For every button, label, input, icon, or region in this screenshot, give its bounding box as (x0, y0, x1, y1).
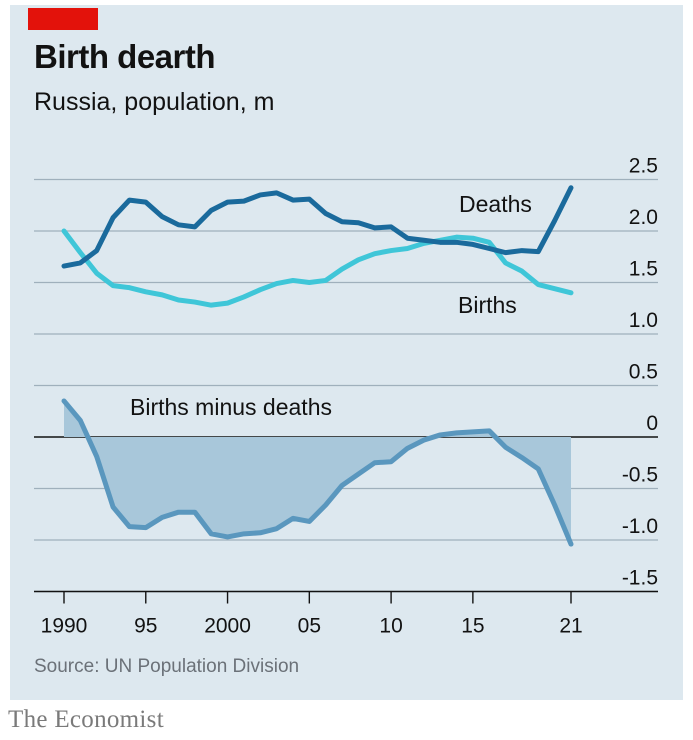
x-tick-label: 2000 (204, 615, 251, 638)
y-tick-label: 2.0 (629, 206, 658, 229)
y-tick-label: -1.5 (622, 567, 658, 590)
y-tick-label: 0.5 (629, 361, 658, 384)
y-tick-label: 1.5 (629, 258, 658, 281)
series-lines (61, 185, 574, 547)
x-tick-label: 15 (461, 615, 484, 638)
x-tick-label: 10 (379, 615, 402, 638)
x-tick-label: 05 (298, 615, 321, 638)
x-tick-label: 95 (134, 615, 157, 638)
series-label-births: Births (458, 292, 517, 318)
source-note: Source: UN Population Division (34, 656, 300, 677)
chart-subtitle: Russia, population, m (34, 88, 275, 116)
series-label-births-minus-deaths: Births minus deaths (130, 394, 332, 420)
brand-accent-bar (28, 8, 98, 30)
y-tick-label: 0 (646, 412, 658, 435)
y-tick-label: 1.0 (629, 309, 658, 332)
tick-labels: 2.5 2.0 1.5 1.0 0.5 0 -0.5 -1.0 -1.5 1990 95 2000 05… (41, 155, 658, 638)
chart-panel (10, 5, 683, 700)
series-label-deaths: Deaths (459, 191, 532, 217)
births-line (61, 228, 574, 308)
y-tick-label: -1.0 (622, 515, 658, 538)
x-tick-label: 1990 (41, 615, 88, 638)
deaths-line (61, 185, 574, 269)
natural-change-area (64, 400, 571, 545)
y-tick-label: -0.5 (622, 464, 658, 487)
x-tick-label: 21 (559, 615, 582, 638)
y-tick-label: 2.5 (629, 155, 658, 178)
chart-title: Birth dearth (34, 38, 216, 75)
publisher-logo: The Economist (8, 706, 164, 733)
area-fills (64, 400, 571, 545)
births-minus-deaths-line (61, 398, 574, 547)
